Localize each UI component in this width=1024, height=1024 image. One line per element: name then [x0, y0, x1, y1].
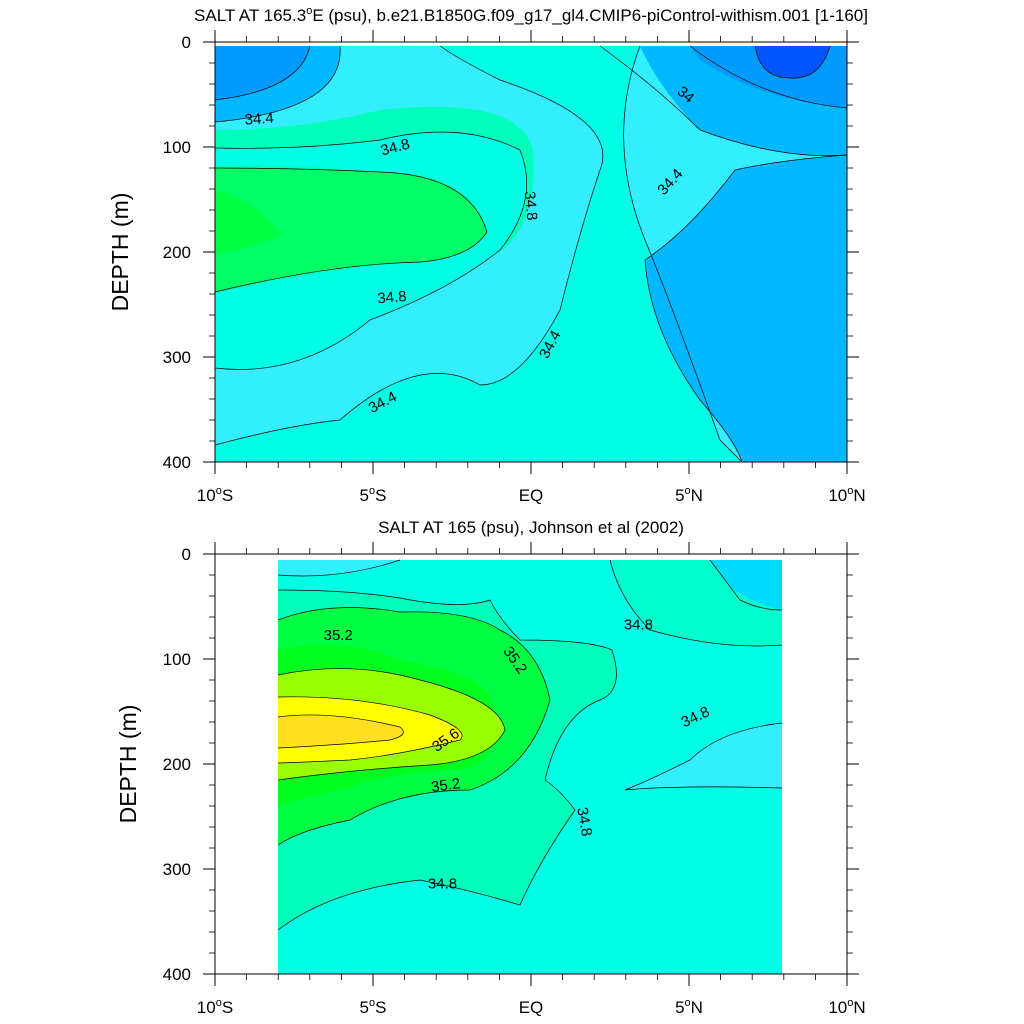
top-line-1 [214, 45, 311, 101]
panel-bottom: SALT AT 165 (psu), Johnson et al (2002) … [115, 518, 866, 1017]
bottom-line-5 [277, 607, 551, 846]
top-fill-35-2b [215, 190, 283, 254]
top-line-3 [214, 131, 527, 370]
x-tick-label: EQ [519, 998, 544, 1017]
bottom-line-4 [277, 589, 617, 931]
top-fill-34-0 [215, 46, 310, 100]
bottom-fill-34-4-n [710, 560, 782, 610]
top-ylabel: DEPTH (m) [107, 193, 133, 312]
contour-label: 34.8 [573, 806, 595, 838]
x-tick-label: 5oN [675, 997, 703, 1017]
bottom-line-3 [709, 559, 783, 611]
bottom-contour-lines [277, 559, 783, 931]
top-line-5 [214, 45, 604, 446]
top-line-7 [644, 154, 848, 463]
x-tick-label: 5oS [360, 485, 387, 505]
bottom-fill-35-8 [278, 714, 404, 748]
bottom-fill-35-0-n [278, 560, 782, 646]
y-tick-label: 400 [163, 965, 191, 984]
bottom-line-9 [624, 722, 783, 791]
contour-label: 34.8 [624, 616, 653, 633]
bottom-title: SALT AT 165 (psu), Johnson et al (2002) [378, 518, 684, 537]
x-tick-label: 10oS [197, 485, 233, 505]
contour-label: 35.2 [430, 775, 461, 796]
y-tick-label: 0 [182, 33, 191, 52]
bottom-y-ticks: 0 100 200 300 400 [163, 545, 859, 984]
top-line-6 [623, 45, 743, 463]
x-tick-label: 5oN [675, 485, 703, 505]
top-y-ticks: 0 100 200 300 400 [163, 33, 859, 472]
x-tick-label: 10oS [197, 997, 233, 1017]
bottom-contour-labels: 35.235.235.635.234.834.834.834.8 [324, 616, 713, 892]
y-tick-label: 400 [163, 453, 191, 472]
contour-label: 34.8 [521, 191, 540, 222]
top-title: SALT AT 165.3oE (psu), b.e21.B1850G.f09_… [194, 5, 868, 25]
bottom-line-7 [277, 696, 463, 764]
top-line-2 [214, 45, 341, 123]
bottom-fill-34-6-e [625, 723, 782, 790]
panel-top: SALT AT 165.3oE (psu), b.e21.B1850G.f09_… [107, 5, 868, 505]
top-line-10 [754, 45, 831, 79]
x-tick-label: 10oN [828, 997, 865, 1017]
top-line-9 [689, 45, 848, 109]
top-fill-34-2-deep [645, 155, 847, 462]
top-fill-34-8 [215, 46, 742, 462]
bottom-line-6 [277, 668, 506, 781]
top-contour-lines [214, 45, 848, 463]
top-contour-fill [215, 46, 847, 462]
bottom-line-1 [277, 559, 401, 577]
bottom-fill-34-6-w [278, 560, 400, 576]
bottom-contour-fill [278, 560, 782, 974]
x-tick-label: 10oN [828, 485, 865, 505]
top-line-4 [214, 167, 488, 293]
top-fill-35-2a [215, 168, 487, 292]
y-tick-label: 200 [163, 755, 191, 774]
y-tick-label: 100 [163, 650, 191, 669]
bottom-line-8 [277, 714, 404, 749]
contour-label: 34.4 [244, 110, 274, 129]
top-x-ticks: 10oS 5oS EQ 5oN 10oN [197, 30, 866, 505]
top-fill-lt34-east [755, 46, 830, 79]
bottom-line-2 [609, 559, 783, 647]
x-tick-label: EQ [519, 486, 544, 505]
y-tick-label: 200 [163, 243, 191, 262]
bottom-ylabel: DEPTH (m) [115, 705, 141, 824]
top-line-8 [599, 45, 848, 157]
y-tick-label: 300 [163, 348, 191, 367]
x-tick-label: 5oS [360, 997, 387, 1017]
bottom-line-10 [624, 786, 783, 791]
y-tick-label: 0 [182, 545, 191, 564]
contour-label: 35.2 [324, 627, 353, 644]
contour-label: 34.8 [428, 876, 457, 893]
bottom-x-ticks: 10oS 5oS EQ 5oN 10oN [197, 542, 866, 1017]
y-tick-label: 300 [163, 860, 191, 879]
y-tick-label: 100 [163, 138, 191, 157]
contour-label: 34.8 [379, 135, 412, 159]
contour-label: 34.8 [377, 288, 408, 307]
